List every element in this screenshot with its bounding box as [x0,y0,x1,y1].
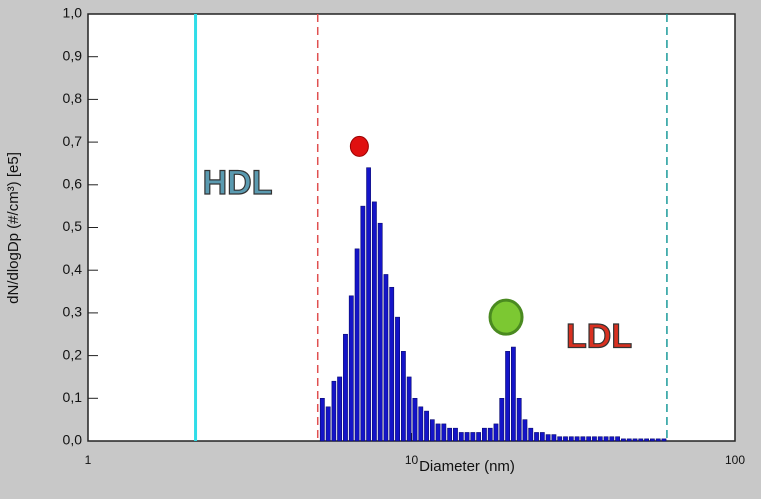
y-tick-label: 0,9 [63,47,83,63]
bar [448,428,452,441]
bar [419,407,423,441]
bar [337,377,341,441]
y-tick-label: 0,8 [63,90,83,106]
bar [430,420,434,441]
bar [413,398,417,441]
bar [662,439,666,441]
bar [633,439,637,441]
bar [442,424,446,441]
bar [511,347,515,441]
bar [343,334,347,441]
x-tick-label: 1 [85,453,92,467]
bar [505,351,509,441]
bar [459,432,463,441]
bar [523,420,527,441]
y-axis-label: dN/dlogDp (#/cm³) [e5] [5,152,22,304]
bar [488,428,492,441]
y-tick-label: 1,0 [63,5,83,21]
bar [401,351,405,441]
bar [598,437,602,441]
y-tick-label: 0,6 [63,176,83,192]
bar [320,398,324,441]
bar [453,428,457,441]
bar [650,439,654,441]
bar [367,168,371,441]
bar [621,439,625,441]
bar [558,437,562,441]
x-tick-label: 100 [725,453,745,467]
bar [494,424,498,441]
bar [482,428,486,441]
marker [350,136,368,156]
y-tick-label: 0,3 [63,304,83,320]
bar [610,437,614,441]
y-tick-label: 0,5 [63,218,83,234]
bar [436,424,440,441]
x-axis-label: Diameter (nm) [419,458,515,475]
bar [477,432,481,441]
y-tick-label: 0,1 [63,389,83,405]
annotation: LDL [566,318,632,356]
bar [616,437,620,441]
bar [465,432,469,441]
bar [604,437,608,441]
bar [332,381,336,441]
bar [645,439,649,441]
bar [361,206,365,441]
bar [424,411,428,441]
marker [490,300,522,334]
bar [529,428,533,441]
bar [552,435,556,441]
bar [372,202,376,441]
bar [627,439,631,441]
bar [355,249,359,441]
chart: Diameter (nm) dN/dlogDp (#/cm³) [e5] 0,0… [0,0,761,499]
annotation: HDL [203,164,273,202]
bar [407,377,411,441]
bar [639,439,643,441]
y-tick-label: 0,4 [63,261,83,277]
bar [587,437,591,441]
bar [384,274,388,441]
bar [534,432,538,441]
bar [563,437,567,441]
y-tick-label: 0,0 [63,432,83,448]
page: {"chart_data": {"type": "histogram", "xl… [0,0,761,499]
bar [471,432,475,441]
y-tick-label: 0,7 [63,133,83,149]
bar [546,435,550,441]
y-tick-label: 0,2 [63,346,83,362]
x-tick-label: 10 [405,453,419,467]
bar [390,287,394,441]
bar [656,439,660,441]
bar [349,296,353,441]
bar [592,437,596,441]
bar [569,437,573,441]
bar [326,407,330,441]
bar [395,317,399,441]
bar [540,432,544,441]
bar [500,398,504,441]
bar [517,398,521,441]
bar [378,223,382,441]
bar [575,437,579,441]
bar [581,437,585,441]
